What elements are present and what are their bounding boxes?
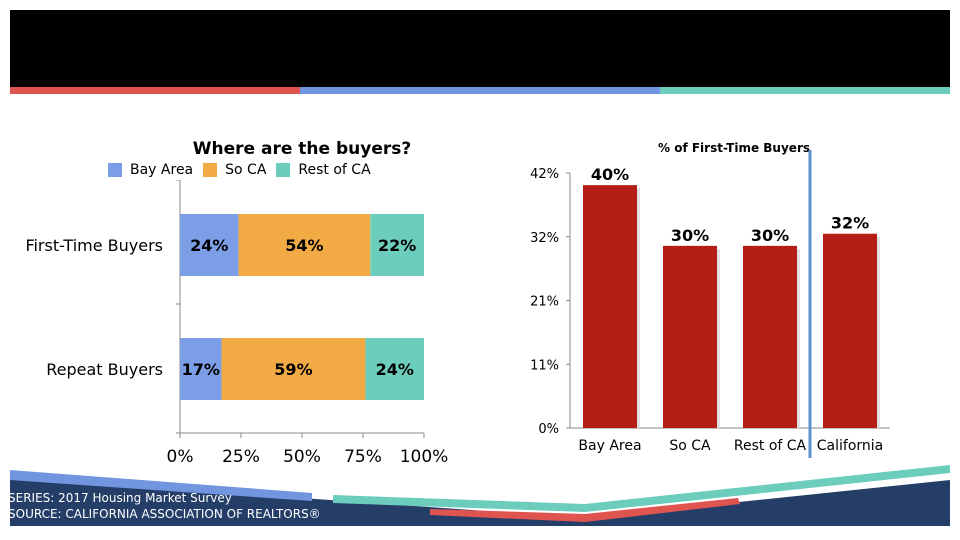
bar-shadow: [797, 248, 800, 428]
bar-segment: [180, 338, 222, 400]
category-label: Repeat Buyers: [46, 360, 163, 379]
chart-title-buyers: Where are the buyers?: [192, 139, 412, 159]
bar: [663, 245, 717, 428]
y-tick-label: 11%: [530, 358, 559, 373]
y-tick-label: 0%: [538, 422, 559, 437]
footer-red-line: [430, 498, 740, 522]
chart-legend: Bay Area So CA Rest of CA: [108, 162, 381, 178]
x-tick-label: 50%: [283, 447, 321, 467]
footer-band: [10, 465, 950, 526]
data-label: 17%: [182, 360, 220, 379]
data-label: 30%: [751, 226, 789, 245]
legend-swatch-rest-ca: [276, 163, 291, 177]
bar-segment: [180, 214, 239, 276]
legend-swatch-so-ca: [203, 163, 218, 177]
accent-stripe-red: [10, 87, 300, 94]
footer-source-text: SOURCE: CALIFORNIA ASSOCIATION OF REALTO…: [8, 507, 321, 521]
legend-item-so-ca: So CA: [203, 162, 266, 178]
legend-item-bay-area: Bay Area: [108, 162, 193, 178]
title-bar: [10, 10, 950, 88]
bar: [743, 245, 797, 428]
data-label: 59%: [274, 360, 312, 379]
data-label: 32%: [831, 214, 869, 233]
data-label: 22%: [378, 236, 416, 255]
accent-stripe-blue: [300, 87, 660, 94]
accent-stripe-teal: [660, 87, 950, 94]
first-time-buyers-bar-chart: % of First-Time Buyers 0% 11% 21% 32% 42% 40% B…: [530, 141, 890, 458]
bar: [583, 185, 637, 428]
chart-title-first-time: % of First-Time Buyers: [658, 141, 810, 155]
x-tick-label: 25%: [222, 447, 260, 467]
bar: [823, 233, 877, 428]
bar-segment: [221, 338, 366, 400]
x-tick-label: Rest of CA: [734, 438, 807, 454]
stacked-bar-chart: 0% 25% 50% 75% 100% First-Time Buyers 24% 54% 22…: [25, 180, 449, 467]
x-tick-label: Bay Area: [578, 438, 641, 454]
legend-swatch-bay-area: [108, 163, 122, 177]
footer-navy-shape: [10, 478, 950, 526]
footer-teal-line: [333, 465, 950, 512]
data-label: 24%: [376, 360, 414, 379]
legend-label-rest-ca: Rest of CA: [298, 162, 371, 178]
data-label: 40%: [591, 165, 629, 184]
data-label: 24%: [190, 236, 228, 255]
bar-shadow: [717, 248, 720, 428]
x-tick-label: 100%: [400, 447, 449, 467]
legend-label-bay-area: Bay Area: [130, 162, 194, 178]
bar-shadow: [877, 236, 880, 428]
data-label: 54%: [285, 236, 323, 255]
footer-blue-line: [10, 470, 312, 501]
footer-series-text: SERIES: 2017 Housing Market Survey: [8, 491, 232, 505]
y-tick-label: 42%: [530, 167, 559, 182]
x-tick-label: 75%: [344, 447, 382, 467]
bar-segment: [365, 338, 424, 400]
y-tick-label: 21%: [530, 295, 559, 310]
category-label: First-Time Buyers: [25, 236, 163, 255]
data-label: 30%: [671, 226, 709, 245]
legend-item-rest-ca: Rest of CA: [276, 162, 371, 178]
legend-label-so-ca: So CA: [225, 162, 267, 178]
x-tick-label: California: [817, 438, 883, 454]
bar-segment: [370, 214, 424, 276]
accent-stripes: [10, 87, 950, 94]
x-tick-label: So CA: [669, 438, 711, 454]
bar-segment: [238, 214, 371, 276]
bar-shadow: [637, 188, 640, 428]
x-tick-label: 0%: [167, 447, 194, 467]
y-tick-label: 32%: [530, 231, 559, 246]
